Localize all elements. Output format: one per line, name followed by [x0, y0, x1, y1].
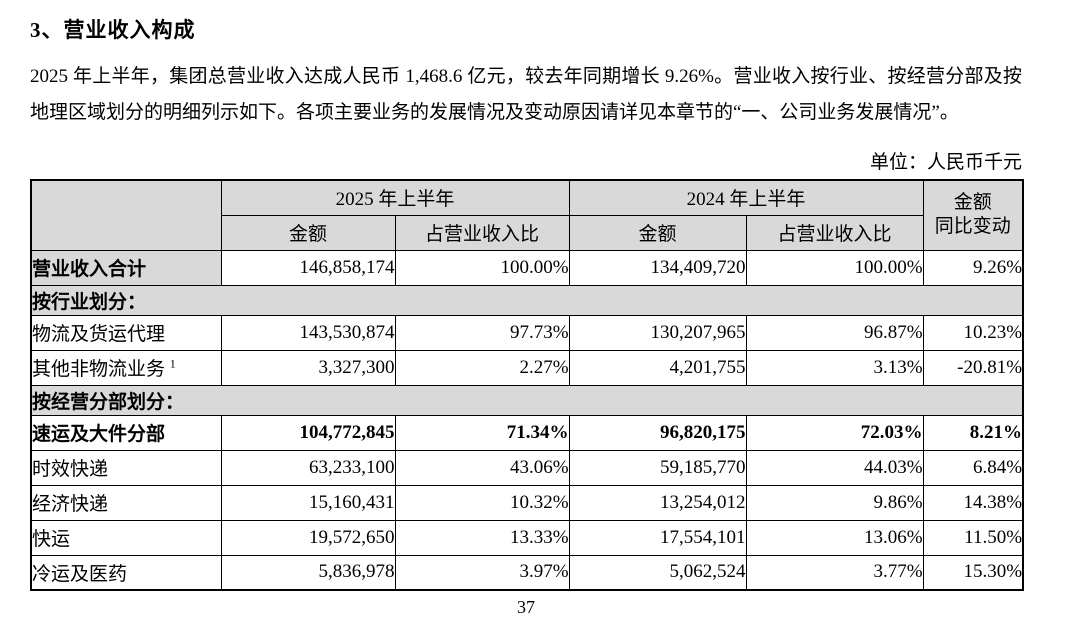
- cell-pct-2025: 3.97%: [394, 554, 570, 591]
- cell-amount-2025: 3,327,300: [220, 349, 396, 386]
- cell-pct-2024: 13.06%: [745, 519, 924, 556]
- table-section-row-segment: 按经营分部划分：: [30, 384, 1024, 416]
- header-yoy-line1: 金额: [953, 192, 992, 214]
- cell-amount-2025: 146,858,174: [220, 249, 396, 286]
- cell-pct-2025: 2.27%: [394, 349, 570, 386]
- row-label: 经济快递: [30, 484, 222, 521]
- cell-pct-2024: 9.86%: [745, 484, 924, 521]
- header-period-2025: 2025 年上半年: [220, 179, 570, 216]
- cell-yoy: 15.30%: [922, 554, 1024, 591]
- header-amount-2025: 金额: [220, 214, 396, 251]
- intro-paragraph: 2025 年上半年，集团总营业收入达成人民币 1,468.6 亿元，较去年同期增…: [30, 66, 1022, 123]
- section-label: 按经营分部划分：: [30, 384, 1024, 416]
- cell-yoy: 9.26%: [922, 249, 1024, 286]
- table-row: 经济快递 15,160,431 10.32% 13,254,012 9.86% …: [30, 484, 1024, 521]
- cell-amount-2024: 5,062,524: [568, 554, 747, 591]
- cell-amount-2024: 96,820,175: [568, 414, 747, 451]
- row-label: 冷运及医药: [30, 554, 222, 591]
- row-label: 快运: [30, 519, 222, 556]
- table-header-row-periods: 2025 年上半年 2024 年上半年 金额 同比变动: [30, 179, 1024, 251]
- table-section-row-industry: 按行业划分：: [30, 284, 1024, 316]
- cell-yoy: 8.21%: [922, 414, 1024, 451]
- cell-amount-2025: 19,572,650: [220, 519, 396, 556]
- cell-pct-2025: 10.32%: [394, 484, 570, 521]
- section-title: 3、营业收入构成: [30, 18, 196, 42]
- cell-amount-2025: 104,772,845: [220, 414, 396, 451]
- header-pct-2025: 占营业收入比: [394, 214, 570, 251]
- page-number: 37: [517, 597, 535, 617]
- table-row: 快运 19,572,650 13.33% 17,554,101 13.06% 1…: [30, 519, 1024, 556]
- header-pct-2024: 占营业收入比: [745, 214, 924, 251]
- section-label: 按行业划分：: [30, 284, 1024, 316]
- header-amount-2024: 金额: [568, 214, 747, 251]
- row-label: 物流及货运代理: [30, 314, 222, 351]
- cell-amount-2024: 17,554,101: [568, 519, 747, 556]
- cell-pct-2024: 44.03%: [745, 449, 924, 486]
- cell-yoy: -20.81%: [922, 349, 1024, 386]
- header-yoy-line2: 同比变动: [934, 216, 1011, 238]
- cell-pct-2024: 3.77%: [745, 554, 924, 591]
- header-yoy-change: 金额 同比变动: [922, 179, 1024, 251]
- cell-amount-2024: 134,409,720: [568, 249, 747, 286]
- cell-amount-2024: 59,185,770: [568, 449, 747, 486]
- table-corner-cell: [30, 179, 222, 251]
- cell-yoy: 11.50%: [922, 519, 1024, 556]
- cell-pct-2025: 100.00%: [394, 249, 570, 286]
- cell-amount-2024: 4,201,755: [568, 349, 747, 386]
- table-row-total: 营业收入合计 146,858,174 100.00% 134,409,720 1…: [30, 249, 1024, 286]
- table-row: 物流及货运代理 143,530,874 97.73% 130,207,965 9…: [30, 314, 1024, 351]
- unit-note: 单位：人民币千元: [869, 152, 1022, 173]
- cell-amount-2025: 63,233,100: [220, 449, 396, 486]
- cell-pct-2025: 43.06%: [394, 449, 570, 486]
- table-row: 其他非物流业务 1 3,327,300 2.27% 4,201,755 3.13…: [30, 349, 1024, 386]
- cell-pct-2024: 96.87%: [745, 314, 924, 351]
- cell-amount-2025: 15,160,431: [220, 484, 396, 521]
- table-row: 时效快递 63,233,100 43.06% 59,185,770 44.03%…: [30, 449, 1024, 486]
- cell-pct-2025: 97.73%: [394, 314, 570, 351]
- cell-pct-2024: 72.03%: [745, 414, 924, 451]
- cell-amount-2024: 13,254,012: [568, 484, 747, 521]
- row-label: 时效快递: [30, 449, 222, 486]
- document-page: 3、营业收入构成 2025 年上半年，集团总营业收入达成人民币 1,468.6 …: [30, 0, 1025, 618]
- row-label: 速运及大件分部: [30, 414, 222, 451]
- row-label: 其他非物流业务 1: [30, 349, 222, 386]
- footnote-marker: 1: [169, 356, 176, 371]
- cell-amount-2025: 143,530,874: [220, 314, 396, 351]
- cell-pct-2025: 71.34%: [394, 414, 570, 451]
- table-row-segment-total: 速运及大件分部 104,772,845 71.34% 96,820,175 72…: [30, 414, 1024, 451]
- cell-yoy: 10.23%: [922, 314, 1024, 351]
- header-period-2024: 2024 年上半年: [568, 179, 924, 216]
- row-label: 营业收入合计: [30, 249, 222, 286]
- row-label-text: 其他非物流业务: [32, 359, 166, 380]
- cell-amount-2024: 130,207,965: [568, 314, 747, 351]
- cell-pct-2025: 13.33%: [394, 519, 570, 556]
- cell-yoy: 6.84%: [922, 449, 1024, 486]
- table-header-row-metrics: 金额 占营业收入比 金额 占营业收入比: [31, 214, 1023, 251]
- cell-amount-2025: 5,836,978: [220, 554, 396, 591]
- cell-pct-2024: 100.00%: [745, 249, 924, 286]
- cell-yoy: 14.38%: [922, 484, 1024, 521]
- cell-pct-2024: 3.13%: [745, 349, 924, 386]
- revenue-composition-table: 2025 年上半年 2024 年上半年 金额 同比变动 金额 占营业收入比 金额…: [30, 179, 1025, 591]
- table-row: 冷运及医药 5,836,978 3.97% 5,062,524 3.77% 15…: [30, 554, 1024, 591]
